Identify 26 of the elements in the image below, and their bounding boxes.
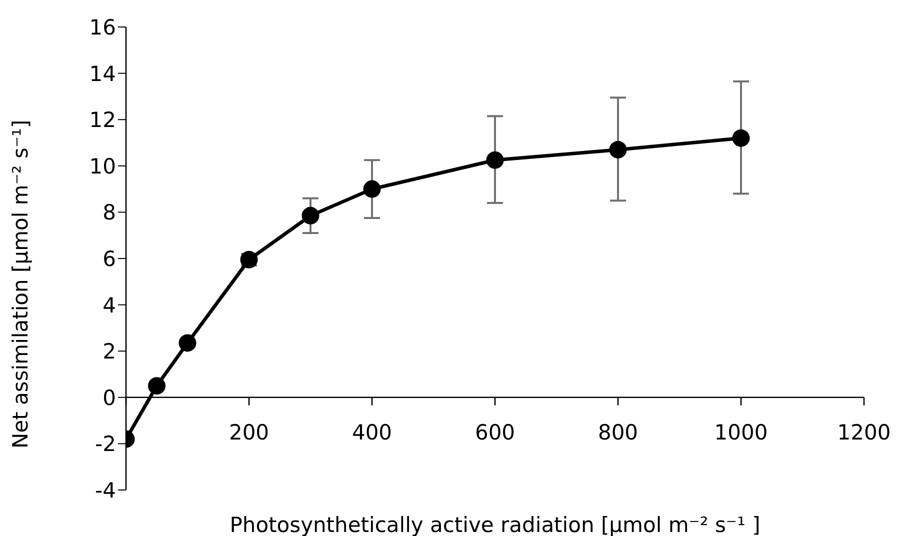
point bbox=[178, 334, 196, 352]
y-tick-label: 0 bbox=[102, 386, 116, 410]
point bbox=[363, 180, 381, 198]
y-tick-label: 8 bbox=[102, 200, 116, 225]
x-tick-label: 600 bbox=[474, 420, 516, 444]
y-tick-label: 6 bbox=[102, 246, 116, 271]
x-tick-label: 400 bbox=[352, 420, 392, 444]
point bbox=[609, 140, 627, 158]
y-axis-title: Net assimilation [µmol m⁻² s⁻¹] bbox=[8, 120, 32, 448]
point bbox=[732, 129, 750, 147]
y-tick-label: 2 bbox=[102, 340, 116, 364]
x-tick-label: 800 bbox=[598, 420, 638, 444]
x-tick-label: 1000 bbox=[714, 420, 768, 444]
point bbox=[148, 377, 166, 395]
x-tick-label: 1200 bbox=[837, 420, 891, 444]
y-tick-label: 14 bbox=[89, 62, 116, 86]
y-tick-label: 12 bbox=[89, 108, 116, 132]
y-tick-label: 10 bbox=[89, 154, 116, 178]
point bbox=[302, 206, 320, 224]
y-tick-label: -2 bbox=[95, 432, 116, 456]
x-axis-title: Photosynthetically active radiation [µmol m⁻² s⁻¹ ] bbox=[230, 513, 760, 536]
x-tick-label: 200 bbox=[228, 420, 270, 444]
y-tick-label: 16 bbox=[89, 15, 116, 40]
point bbox=[486, 151, 504, 169]
y-tick-label: -4 bbox=[95, 478, 116, 502]
y-tick-label: 4 bbox=[102, 293, 116, 318]
